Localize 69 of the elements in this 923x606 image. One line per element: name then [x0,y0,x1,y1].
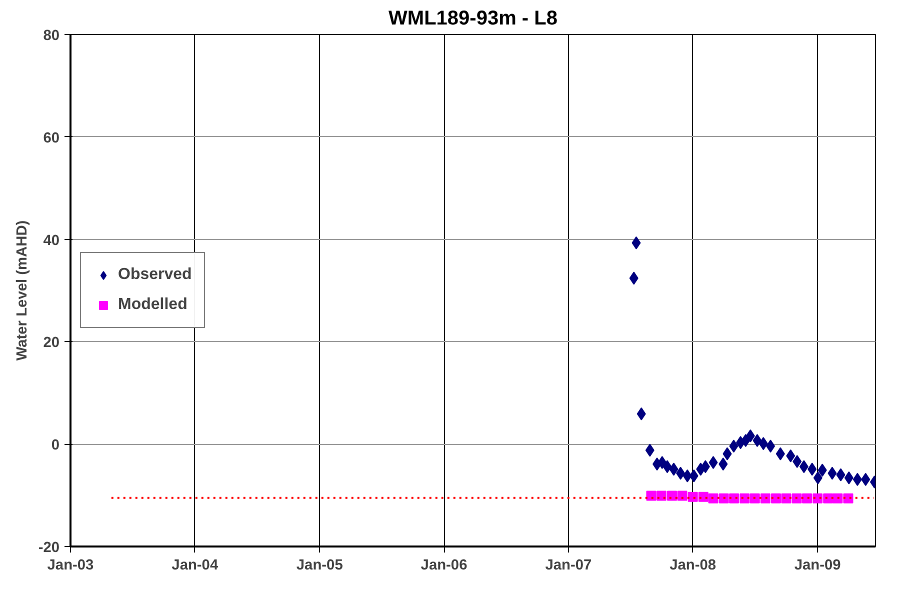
point [844,471,854,484]
point [818,464,827,477]
x-tick-label: Jan-07 [545,558,592,574]
x-tick-label: Jan-06 [420,558,468,574]
point [781,493,792,504]
point [832,493,843,504]
point [632,236,641,250]
y-tick-label: 20 [43,335,60,352]
point [746,429,755,442]
point [792,493,802,504]
point [799,460,808,474]
point [718,458,728,471]
x-tick-label: Jan-03 [47,558,94,574]
point [698,492,708,502]
point [689,469,698,482]
point [718,493,729,504]
point [792,455,802,468]
y-tick-label: 80 [43,28,60,44]
point [629,272,638,285]
point [688,492,698,502]
point [760,493,770,504]
point [667,490,678,501]
point [645,444,654,457]
x-tick-label: Jan-08 [670,558,716,574]
point [662,460,672,474]
x-tick-label: Jan-09 [794,558,841,574]
point [812,493,823,504]
chart-title: WML189-93m - L8 [388,8,558,30]
point [636,407,646,420]
point [669,462,678,476]
y-tick-label: 0 [51,438,60,454]
y-tick-label: 40 [43,232,60,249]
point [750,493,760,504]
point [852,472,862,486]
point [770,493,781,504]
point [808,462,817,476]
legend-label: Modelled [118,296,188,314]
point [813,471,822,484]
legend-label: Observed [118,266,192,284]
point [843,493,854,504]
point [823,493,834,504]
point [729,440,738,453]
point [786,449,796,462]
point [729,493,740,504]
point [776,447,785,460]
point [861,472,870,486]
point [802,493,812,504]
point [646,490,656,501]
point [758,437,768,450]
point [676,466,686,480]
point [828,466,837,480]
point [766,440,776,453]
point [656,490,666,501]
y-tick-label: 60 [43,130,60,146]
point [682,469,692,482]
point [677,490,688,501]
x-tick-label: Jan-05 [296,558,343,574]
x-tick-label: Jan-04 [172,558,219,574]
point [658,456,667,470]
y-axis-title: Water Level (mAHD) [14,220,30,361]
point [741,434,750,448]
y-tick-label: -20 [38,540,60,556]
point [722,447,732,460]
point [708,456,718,470]
point [836,468,846,482]
point [708,493,718,504]
point [740,493,750,504]
point [752,434,762,448]
point [700,460,710,474]
